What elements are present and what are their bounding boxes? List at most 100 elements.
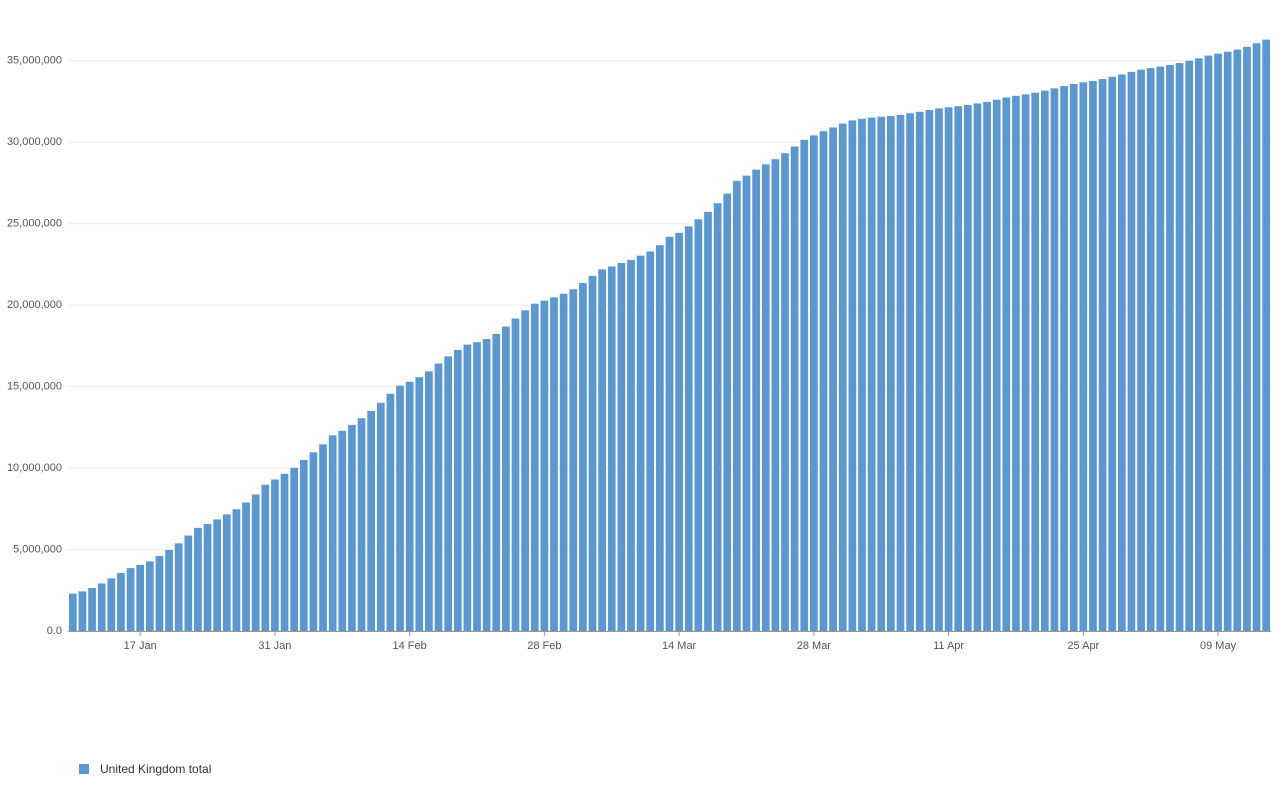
bar (704, 211, 712, 631)
bar (1079, 82, 1088, 632)
x-tick-label: 25 Apr (1067, 640, 1099, 652)
bar (117, 573, 125, 631)
bar (319, 444, 327, 631)
bar (165, 550, 173, 631)
bar (232, 509, 241, 631)
bar (954, 106, 963, 632)
bar (357, 418, 366, 631)
bar (867, 117, 876, 631)
bar (1040, 90, 1049, 631)
bar (1194, 58, 1203, 631)
bar (810, 135, 818, 631)
bar (858, 118, 866, 632)
bar (627, 259, 635, 631)
bar (261, 484, 270, 631)
bar (1069, 83, 1078, 631)
bar (1223, 51, 1232, 631)
bar (1233, 49, 1242, 631)
bar (569, 289, 578, 631)
bar (1021, 94, 1030, 632)
bar (453, 349, 462, 631)
bar (97, 583, 106, 631)
bar (348, 424, 356, 631)
bar (1117, 74, 1126, 631)
legend-label: United Kingdom total (100, 762, 211, 776)
bar (299, 459, 308, 631)
bar (425, 371, 433, 631)
bar (174, 543, 183, 631)
bar (1137, 69, 1145, 632)
bar (405, 381, 414, 631)
bar (136, 564, 145, 631)
bar (684, 226, 693, 632)
y-tick-label: 25,000,000 (7, 218, 62, 230)
bar (184, 535, 193, 631)
bar (646, 251, 655, 631)
x-tick-label: 17 Jan (124, 640, 157, 652)
bar (579, 283, 587, 631)
y-tick-label: 5,000,000 (13, 543, 62, 555)
bar (463, 344, 472, 631)
bar (675, 232, 683, 632)
bar (1252, 43, 1261, 631)
bar (1243, 46, 1251, 632)
bar (290, 467, 299, 631)
bar (607, 266, 616, 631)
x-tick-label: 28 Feb (527, 640, 561, 652)
bar (251, 494, 260, 631)
bar (1108, 76, 1117, 632)
bar (68, 593, 77, 631)
bar (781, 153, 789, 632)
bar (742, 175, 751, 632)
bar (530, 303, 539, 631)
bar (1156, 66, 1165, 631)
bar (973, 103, 982, 631)
bar (222, 514, 231, 631)
y-tick-label: 0.0 (47, 625, 62, 637)
x-tick-label: 11 Apr (933, 640, 964, 652)
bar (1166, 65, 1174, 632)
bar (694, 219, 703, 631)
bar (656, 245, 664, 631)
bar (848, 120, 857, 631)
bar (482, 339, 491, 631)
bar (1002, 97, 1011, 632)
bar (396, 385, 404, 631)
bar (367, 410, 376, 631)
bar (434, 363, 443, 631)
bar (1012, 95, 1020, 631)
bar (906, 113, 914, 631)
bar (415, 377, 424, 631)
bar (521, 310, 529, 631)
bar (838, 123, 847, 632)
bar (213, 519, 222, 631)
x-tick-label: 14 Mar (662, 640, 697, 652)
bar (271, 479, 279, 631)
y-tick-label: 30,000,000 (7, 136, 62, 148)
bar (665, 236, 674, 631)
bar (598, 269, 606, 631)
bar (242, 502, 250, 631)
bar (588, 275, 597, 631)
bar (935, 108, 943, 631)
y-tick-label: 35,000,000 (7, 55, 62, 67)
bar (1214, 53, 1222, 631)
bar (829, 127, 837, 632)
bar (1098, 79, 1107, 632)
bar (502, 326, 510, 631)
bar (444, 356, 452, 631)
bar (540, 300, 549, 631)
bar (386, 393, 395, 631)
bar (88, 587, 96, 631)
bar (752, 169, 760, 631)
bar (309, 452, 318, 631)
bar (78, 591, 87, 631)
legend-swatch (79, 764, 89, 774)
bar (1060, 86, 1068, 631)
y-tick-label: 10,000,000 (7, 462, 62, 474)
y-tick-label: 15,000,000 (7, 381, 62, 393)
bar (636, 255, 645, 631)
bar (992, 99, 1001, 632)
